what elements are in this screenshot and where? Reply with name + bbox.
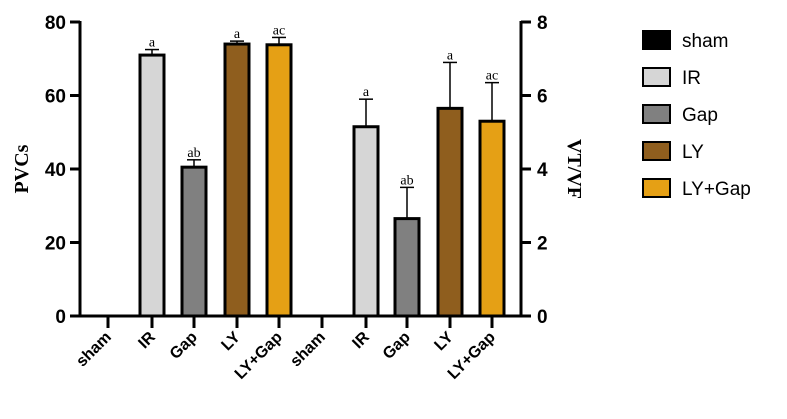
legend-label: Gap: [682, 105, 718, 126]
x-tick-label: sham: [287, 329, 329, 371]
y2-tick-label: 4: [537, 160, 548, 181]
bar-IR: [138, 53, 166, 318]
x-tick-label: LY: [218, 329, 244, 355]
y-axis-label: PVCs: [11, 144, 33, 193]
significance-label: a: [149, 36, 156, 51]
bar-IR: [352, 125, 380, 318]
legend-swatch-Gap: [642, 104, 671, 124]
y-tick-label: 60: [45, 87, 66, 108]
y-tick-label: 80: [45, 13, 66, 34]
y-tick-label: 0: [55, 307, 66, 328]
bar-Gap: [180, 165, 208, 318]
bar-LY+Gap: [478, 119, 506, 318]
significance-label: a: [363, 85, 370, 100]
legend-label: LY: [682, 142, 704, 163]
significance-label: ab: [400, 173, 413, 188]
legend-label: IR: [682, 68, 701, 89]
y2-axis-label: VT/VF: [563, 139, 585, 199]
x-tick-label: LY: [431, 329, 457, 355]
x-tick-label: Gap: [167, 329, 201, 363]
x-tick-label: IR: [349, 328, 373, 352]
legend-swatch-LY+Gap: [642, 178, 671, 198]
significance-label: ab: [187, 146, 200, 161]
legend-swatch-sham: [642, 30, 671, 50]
x-tick-label: LY+Gap: [232, 329, 286, 383]
bar-Gap: [393, 217, 421, 318]
significance-label: ac: [273, 23, 285, 38]
legend-label: sham: [682, 31, 728, 52]
bar-LY: [223, 42, 251, 318]
x-tick-label: Gap: [380, 329, 414, 363]
significance-label: a: [447, 48, 454, 63]
x-tick-label: sham: [73, 329, 115, 371]
significance-label: a: [234, 27, 241, 42]
x-tick-label: IR: [135, 328, 159, 352]
y-tick-label: 20: [45, 234, 66, 255]
bar-LY+Gap: [265, 43, 293, 318]
y2-tick-label: 8: [537, 13, 548, 34]
y2-tick-label: 6: [537, 87, 548, 108]
legend-swatch-IR: [642, 67, 671, 87]
y2-tick-label: 0: [537, 307, 548, 328]
legend-swatch-LY: [642, 141, 671, 161]
x-tick-label: LY+Gap: [445, 329, 499, 383]
significance-label: ac: [486, 69, 498, 84]
bar-LY: [436, 106, 464, 318]
y2-tick-label: 2: [537, 234, 548, 255]
y-tick-label: 40: [45, 160, 66, 181]
legend-label: LY+Gap: [682, 179, 751, 200]
